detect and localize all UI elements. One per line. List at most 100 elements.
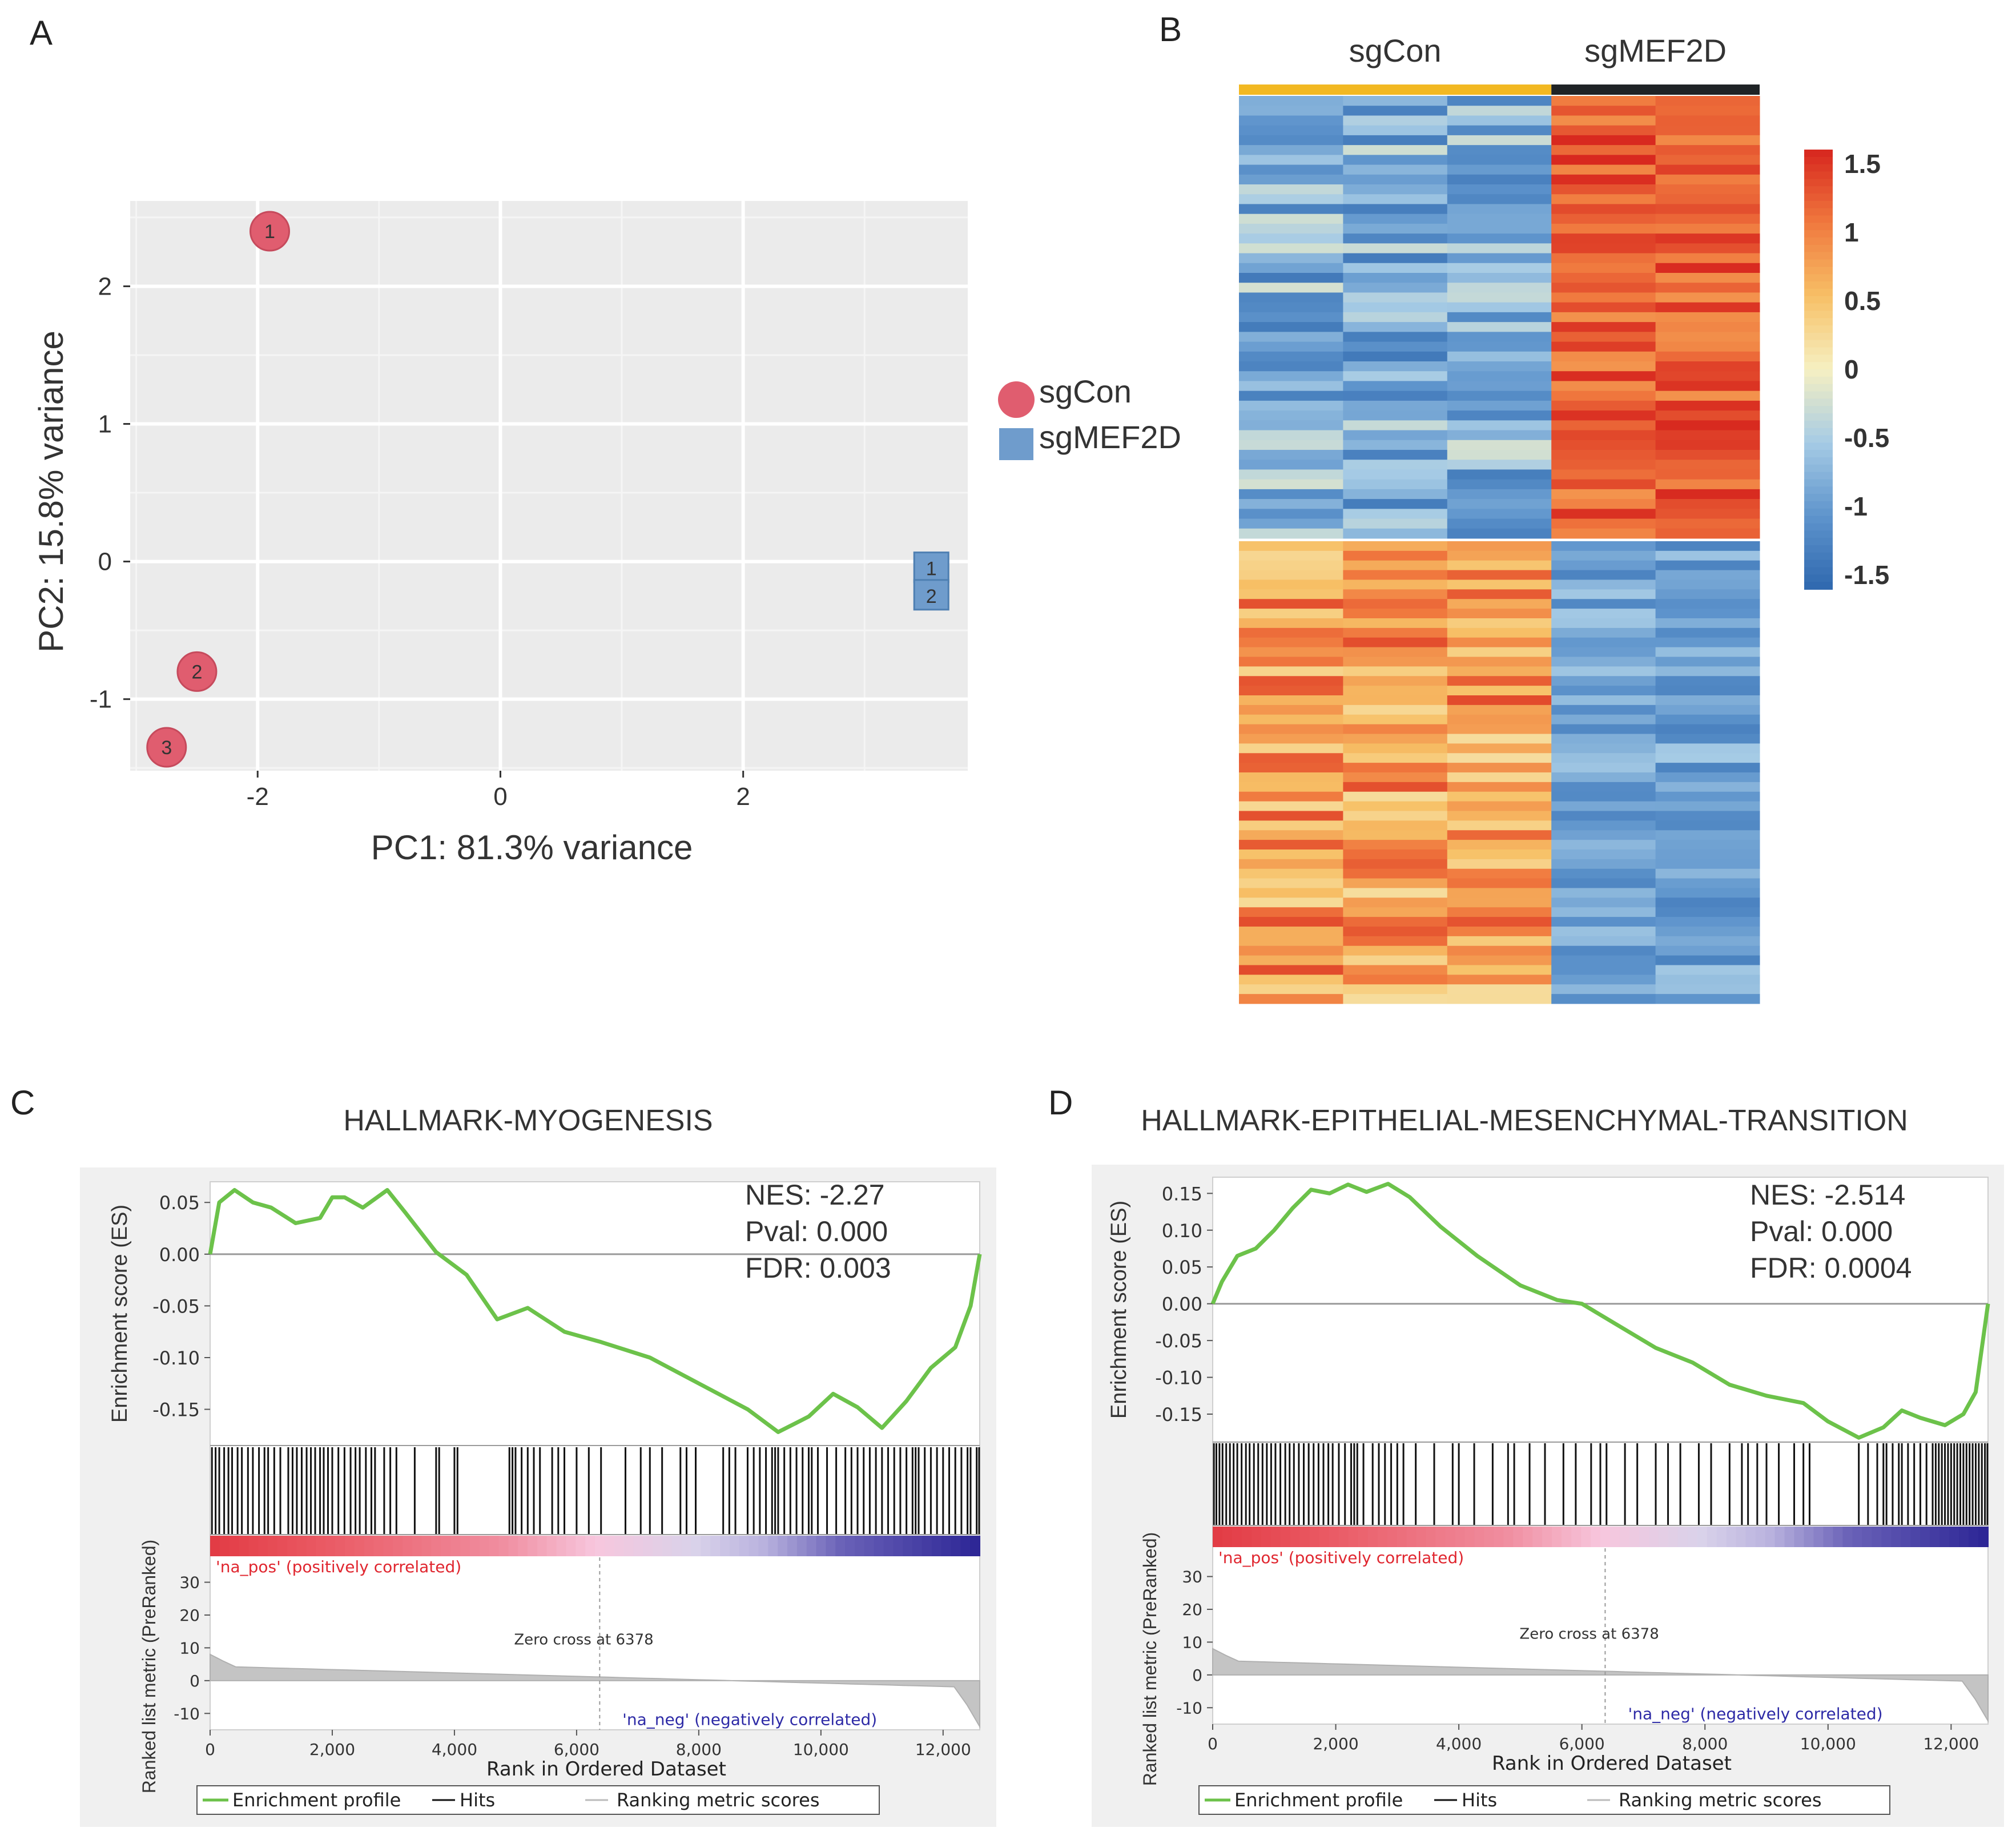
pca-xlabel: PC1: 81.3% variance <box>371 828 693 867</box>
colorbar-segment <box>1804 156 1833 165</box>
colorbar-tick-label: -1.5 <box>1844 560 1889 590</box>
heatmap-cell <box>1343 849 1448 860</box>
heatmap-cell <box>1447 849 1552 860</box>
heatmap-cell <box>1239 509 1343 520</box>
colorbar-segment <box>1804 398 1833 407</box>
heatmap-cell <box>1239 550 1343 561</box>
heatmap-cell <box>1655 489 1760 500</box>
heatmap-cell <box>1551 772 1656 783</box>
heatmap-cell <box>1551 627 1656 638</box>
heatmap-cell <box>1239 410 1343 421</box>
heatmap-cell <box>1551 686 1656 696</box>
heatmap-cell <box>1655 686 1760 696</box>
heatmap-cell <box>1551 763 1656 773</box>
colorbar-segment <box>1804 303 1833 312</box>
colorbar-segment <box>1804 391 1833 400</box>
heatmap-cell <box>1447 791 1552 802</box>
heatmap-cell <box>1239 489 1343 500</box>
heatmap-cell <box>1343 135 1448 146</box>
heatmap-cell <box>1343 975 1448 985</box>
gsea-rank-strip-segment <box>604 1536 615 1556</box>
heatmap-cell <box>1551 936 1656 947</box>
heatmap-cell <box>1655 145 1760 155</box>
gsea-xlabel: Rank in Ordered Dataset <box>486 1758 726 1781</box>
heatmap-cell <box>1655 174 1760 185</box>
gsea-rank-strip-segment <box>1523 1527 1534 1547</box>
heatmap-cell <box>1239 125 1343 136</box>
heatmap-cell <box>1447 155 1552 166</box>
gsea-rank-strip-segment <box>1299 1527 1310 1547</box>
gsea-es-ytick-label: -0.15 <box>1155 1404 1202 1426</box>
heatmap-cell <box>1239 724 1343 734</box>
heatmap-cell <box>1551 371 1656 381</box>
gsea-rank-strip-segment <box>268 1536 278 1556</box>
heatmap-cell <box>1551 743 1656 754</box>
heatmap-cell <box>1655 897 1760 908</box>
heatmap-cell <box>1551 400 1656 411</box>
heatmap-cell <box>1343 322 1448 332</box>
gsea-rank-strip-segment <box>970 1536 980 1556</box>
heatmap-cell <box>1447 469 1552 480</box>
gsea-rank-strip-segment <box>1397 1527 1407 1547</box>
heatmap-cell <box>1239 975 1343 985</box>
gsea-rank-strip-segment <box>1406 1527 1417 1547</box>
gsea-es-ytick-label: 0.10 <box>1162 1220 1202 1242</box>
gsea-metric-ytick-label: 20 <box>1182 1600 1202 1619</box>
colorbar-segment <box>1804 450 1833 458</box>
heatmap-cell <box>1551 994 1656 1004</box>
heatmap-cell <box>1447 420 1552 431</box>
heatmap-cell <box>1239 283 1343 293</box>
gsea-rank-strip-segment <box>1629 1527 1640 1547</box>
colorbar-segment <box>1804 311 1833 319</box>
colorbar-segment <box>1804 582 1833 590</box>
colorbar-segment <box>1804 457 1833 465</box>
heatmap-cell <box>1343 772 1448 783</box>
gsea-rank-strip-segment <box>1387 1527 1398 1547</box>
heatmap-cell <box>1447 115 1552 126</box>
gsea-rank-strip-segment <box>1978 1527 1989 1547</box>
gsea-fdr: FDR: 0.0004 <box>1750 1252 1912 1284</box>
heatmap-cell <box>1447 657 1552 667</box>
gsea-rank-strip-segment <box>1881 1527 1892 1547</box>
gsea-rank-strip-segment <box>469 1536 480 1556</box>
gsea-pval: Pval: 0.000 <box>745 1215 888 1247</box>
heatmap-cell <box>1447 570 1552 580</box>
heatmap-cell <box>1447 283 1552 293</box>
heatmap-cell <box>1551 714 1656 725</box>
heatmap-cell <box>1447 820 1552 831</box>
heatmap-cell <box>1239 322 1343 332</box>
heatmap-cell <box>1655 811 1760 821</box>
heatmap-cell <box>1447 618 1552 629</box>
colorbar-segment <box>1804 171 1833 180</box>
heatmap-cell <box>1551 460 1656 470</box>
heatmap-cell <box>1447 840 1552 850</box>
heatmap-cell <box>1655 994 1760 1004</box>
colorbar-segment <box>1804 223 1833 231</box>
pca-ytick-label: -1 <box>90 686 112 714</box>
heatmap-cell <box>1447 223 1552 234</box>
heatmap-cell <box>1343 253 1448 264</box>
gsea-rank-strip-segment <box>1755 1527 1766 1547</box>
colorbar-segment <box>1804 435 1833 444</box>
heatmap-cell <box>1447 381 1552 392</box>
heatmap-cell <box>1551 945 1656 956</box>
gsea-es-ytick-label: 0.05 <box>159 1192 200 1214</box>
gsea-rank-strip-segment <box>1668 1527 1679 1547</box>
gsea-rank-strip-segment <box>287 1536 297 1556</box>
heatmap-cell <box>1551 518 1656 529</box>
colorbar-tick-label: 0.5 <box>1844 286 1881 316</box>
heatmap-cell <box>1239 830 1343 840</box>
heatmap-cell <box>1239 164 1343 175</box>
heatmap-cell <box>1239 341 1343 352</box>
heatmap-cell <box>1239 96 1343 106</box>
heatmap-cell <box>1343 647 1448 657</box>
heatmap-cell <box>1551 637 1656 648</box>
heatmap-cell <box>1343 541 1448 551</box>
heatmap-cell <box>1551 479 1656 490</box>
gsea-es-ylabel: Enrichment score (ES) <box>108 1205 132 1423</box>
heatmap-cell <box>1447 312 1552 323</box>
heatmap-cell <box>1551 657 1656 667</box>
pca-ytick-label: 0 <box>98 548 112 576</box>
heatmap-cell <box>1239 292 1343 303</box>
